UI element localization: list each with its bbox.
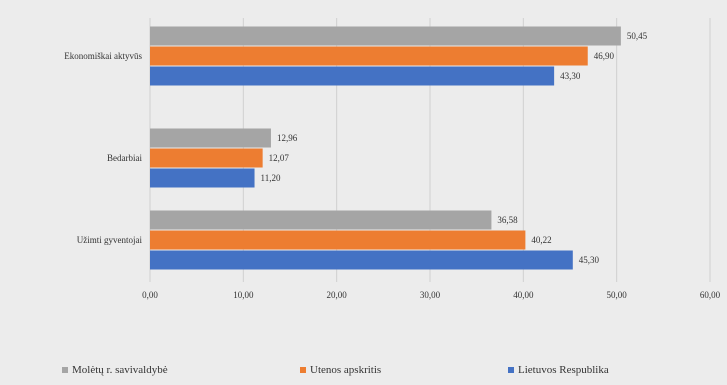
data-label: 12,07 [269, 153, 290, 163]
bar [150, 168, 255, 188]
bar [150, 26, 621, 46]
x-tick-label: 50,00 [607, 290, 628, 300]
bar [150, 230, 526, 250]
bar [150, 250, 573, 270]
x-tick-label: 10,00 [233, 290, 254, 300]
legend-swatch-moletai [62, 367, 68, 373]
category-label: Bedarbiai [107, 153, 142, 163]
data-label: 11,20 [261, 173, 281, 183]
legend-swatch-utena [300, 367, 306, 373]
legend-swatch-lietuva [508, 367, 514, 373]
category-label: Užimti gyventojai [77, 235, 143, 245]
bar [150, 46, 588, 66]
chart-legend: Molėtų r. savivaldybė Utenos apskritis L… [0, 360, 727, 382]
x-tick-label: 0,00 [142, 290, 158, 300]
x-tick-label: 40,00 [513, 290, 534, 300]
data-label: 36,58 [497, 215, 518, 225]
legend-label-moletai: Molėtų r. savivaldybė [72, 364, 168, 376]
x-tick-label: 30,00 [420, 290, 441, 300]
data-label: 45,30 [579, 255, 600, 265]
data-label: 12,96 [277, 133, 298, 143]
bar [150, 128, 271, 148]
legend-item-moletai: Molėtų r. savivaldybė [62, 364, 168, 376]
bar-chart-svg: 0,00 10,00 20,00 30,00 40,00 50,00 60,00 50,45 4… [64, 18, 721, 300]
data-label: 46,90 [594, 51, 615, 61]
bar [150, 66, 555, 86]
data-label: 50,45 [627, 31, 648, 41]
bar [150, 210, 492, 230]
category-label: Ekonomiškai aktyvūs [64, 51, 142, 61]
legend-label-lietuva: Lietuvos Respublika [518, 364, 609, 376]
legend-item-lietuva: Lietuvos Respublika [508, 364, 609, 376]
data-label: 43,30 [560, 71, 581, 81]
legend-item-utena: Utenos apskritis [300, 364, 381, 376]
x-tick-label: 60,00 [700, 290, 721, 300]
bar [150, 148, 263, 168]
legend-label-utena: Utenos apskritis [310, 364, 382, 376]
data-label: 40,22 [531, 235, 551, 245]
x-tick-label: 20,00 [327, 290, 348, 300]
